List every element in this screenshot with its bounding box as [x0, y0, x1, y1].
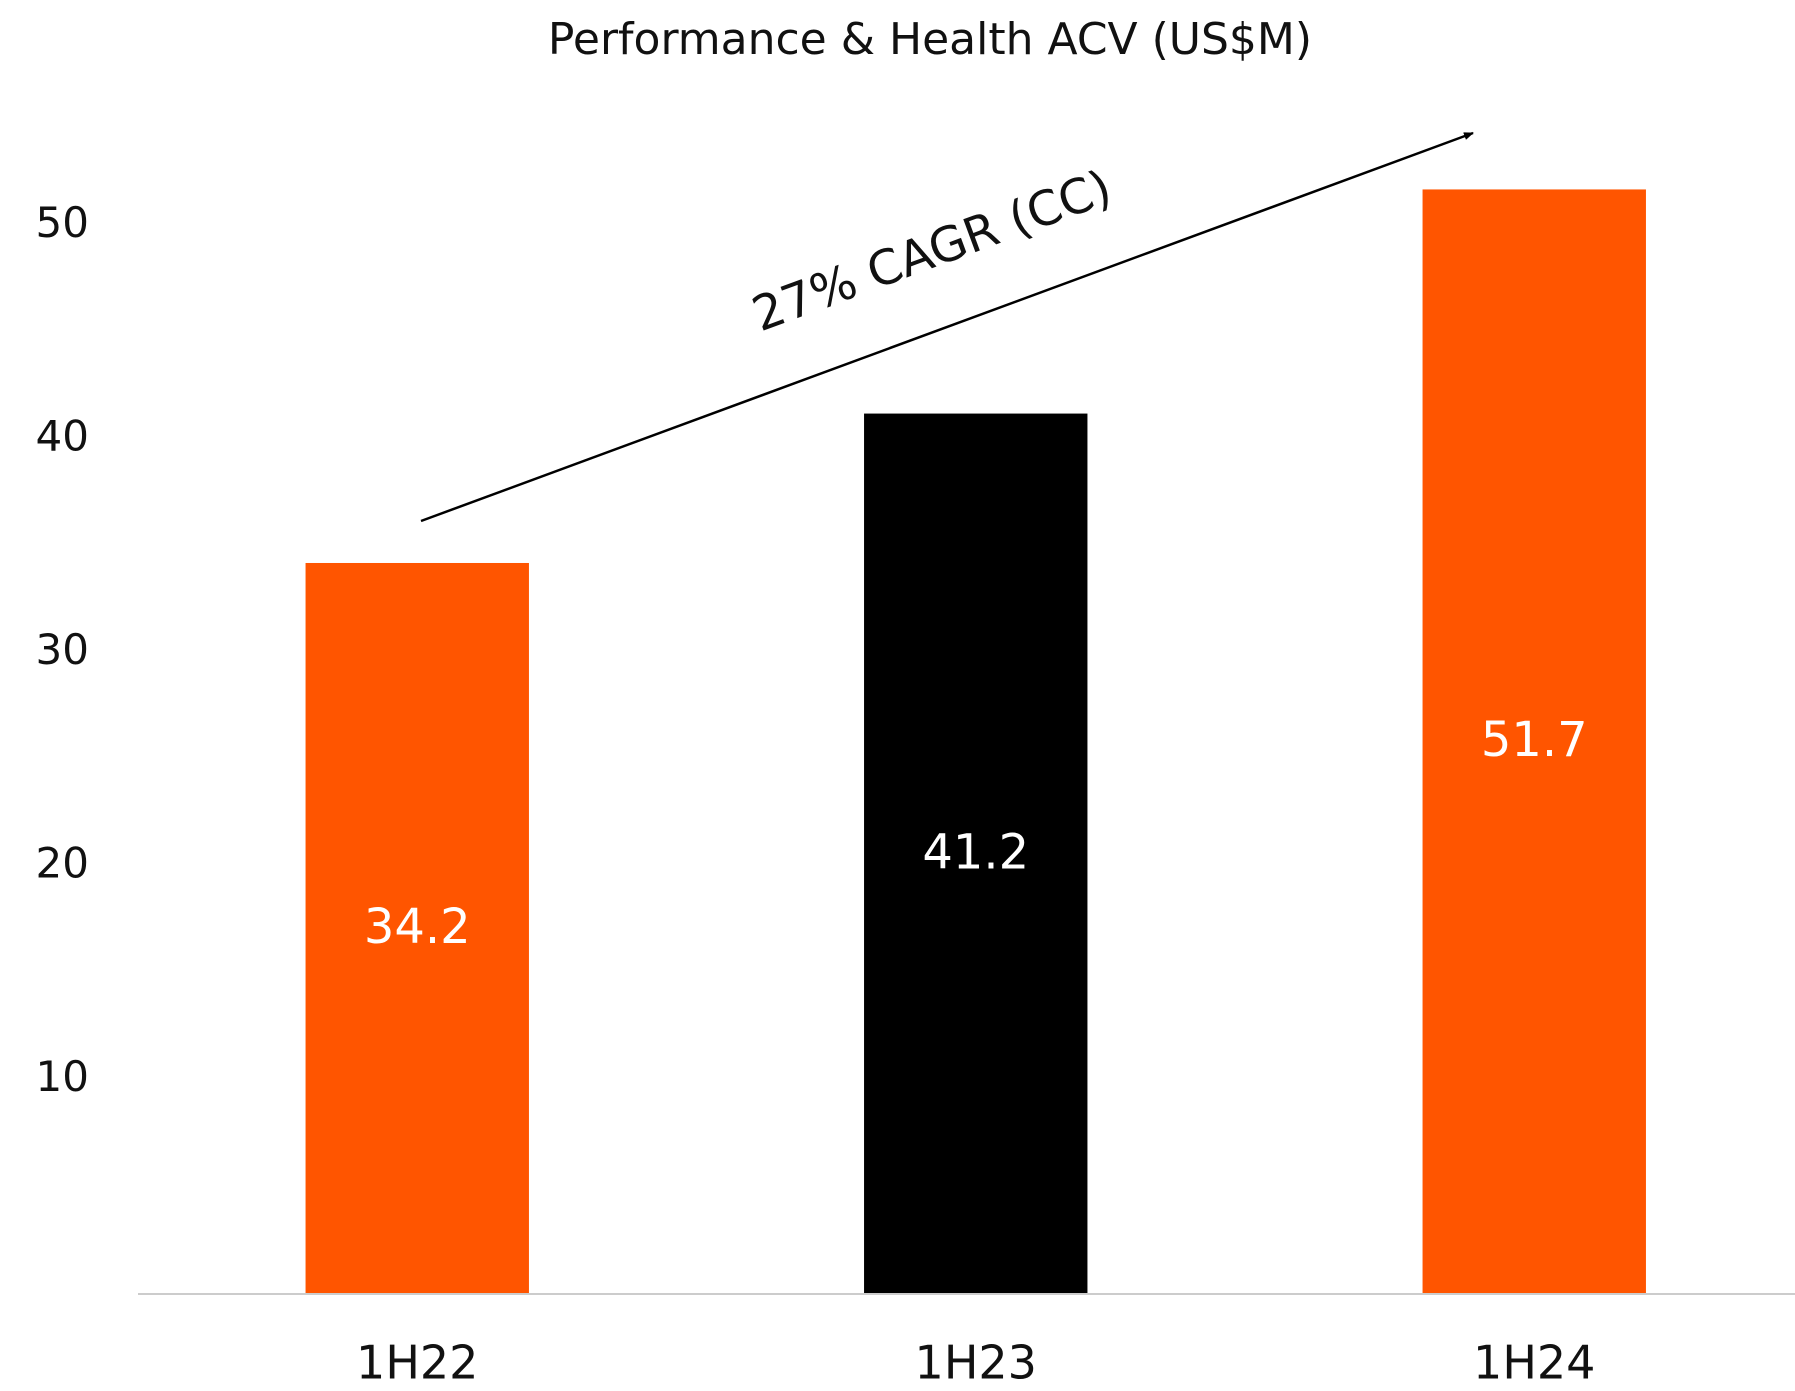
value-label: 41.2: [922, 824, 1029, 880]
trend-arrow: [420, 131, 1474, 523]
x-tick-label: 1H24: [1473, 1336, 1595, 1390]
bar: [1422, 189, 1646, 1294]
x-tick-label: 1H22: [356, 1336, 478, 1390]
chart-title: Performance & Health ACV (US$M): [548, 14, 1312, 65]
value-label: 51.7: [1481, 712, 1588, 768]
y-tick-label: 50: [36, 198, 89, 247]
y-tick-label: 20: [36, 839, 89, 888]
bar: [864, 413, 1088, 1293]
x-tick-label: 1H23: [915, 1336, 1037, 1390]
y-tick-label: 30: [36, 625, 89, 674]
bar: [305, 562, 529, 1293]
y-tick-label: 10: [36, 1052, 89, 1101]
y-tick-label: 40: [36, 412, 89, 461]
value-label: 34.2: [364, 899, 471, 955]
annotation: 27% CAGR (CC): [745, 159, 1119, 343]
